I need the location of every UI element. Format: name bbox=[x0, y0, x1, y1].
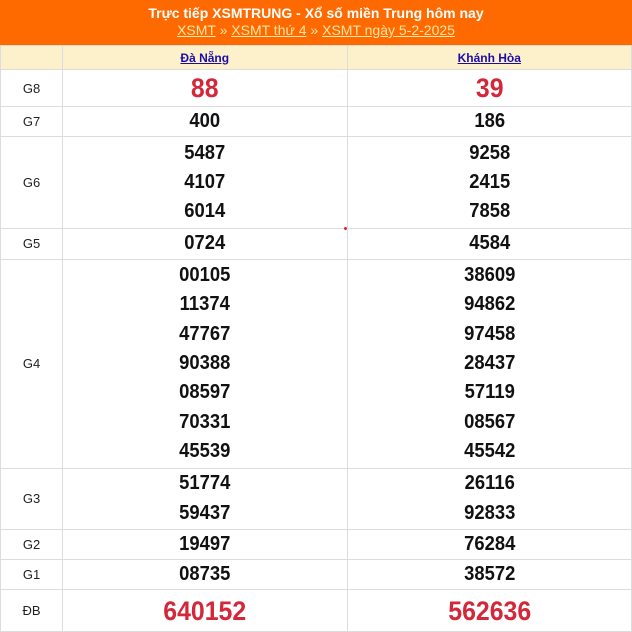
prize-label: ĐB bbox=[0, 589, 63, 632]
prize-number: 08735 bbox=[179, 562, 231, 585]
prize-number: 45542 bbox=[463, 439, 515, 462]
breadcrumb-separator: » bbox=[310, 22, 319, 38]
prize-cell: 640152 bbox=[62, 589, 348, 632]
prize-number: 38572 bbox=[463, 562, 515, 585]
results-table: Đà Nẵng Khánh Hòa G8 88 39 G7 400 186 G6 5487 41… bbox=[0, 45, 632, 632]
prize-number: 76284 bbox=[463, 532, 515, 555]
prize-label: G7 bbox=[0, 105, 63, 138]
prize-label: G3 bbox=[0, 467, 63, 530]
prize-cell: 38609 94862 97458 28437 57119 08567 45542 bbox=[346, 258, 632, 469]
breadcrumb-xsmt[interactable]: XSMT bbox=[177, 22, 216, 38]
prize-row-g8: G8 88 39 bbox=[0, 69, 632, 107]
prize-row-g4: G4 00105 11374 47767 90388 08597 70331 45539 386… bbox=[0, 258, 632, 469]
prize-number: 6014 bbox=[184, 200, 226, 223]
prize-number: 57119 bbox=[464, 381, 515, 404]
prize-row-g5: G5 0724 4584 bbox=[0, 228, 632, 260]
prize-number: 08567 bbox=[463, 410, 515, 433]
prize-row-g2: G2 19497 76284 bbox=[0, 528, 632, 560]
prize-cell: 562636 bbox=[346, 589, 632, 632]
red-dot-marker bbox=[344, 227, 347, 230]
column-da-nang: Đà Nẵng bbox=[62, 45, 348, 70]
breadcrumb-xsmt-date[interactable]: XSMT ngày 5-2-2025 bbox=[322, 22, 455, 38]
prize-number: 59437 bbox=[179, 501, 231, 524]
prize-number: 26116 bbox=[464, 472, 515, 495]
prize-label: G4 bbox=[0, 258, 63, 469]
prize-label: G1 bbox=[0, 558, 63, 591]
prize-number: 562636 bbox=[447, 595, 531, 626]
prize-number: 2415 bbox=[468, 171, 510, 194]
prize-number: 51774 bbox=[179, 472, 231, 495]
prize-cell: 08735 bbox=[62, 558, 348, 591]
prize-cell: 39 bbox=[346, 69, 632, 107]
prize-row-g7: G7 400 186 bbox=[0, 105, 632, 138]
prize-number: 19497 bbox=[179, 532, 231, 555]
prize-number: 640152 bbox=[163, 595, 247, 626]
prize-label: G8 bbox=[0, 69, 63, 107]
prize-number: 7858 bbox=[468, 200, 510, 223]
prize-label: G6 bbox=[0, 136, 63, 230]
province-link-khanh-hoa[interactable]: Khánh Hòa bbox=[457, 50, 521, 65]
breadcrumb: XSMT » XSMT thứ 4 » XSMT ngày 5-2-2025 bbox=[0, 22, 632, 39]
prize-cell: 51774 59437 bbox=[62, 467, 348, 530]
prize-cell: 0724 bbox=[62, 228, 348, 260]
prize-number: 94862 bbox=[463, 293, 515, 316]
prize-number: 08597 bbox=[179, 381, 231, 404]
page-header: Trực tiếp XSMTRUNG - Xổ số miền Trung hô… bbox=[0, 0, 632, 45]
prize-number: 11374 bbox=[179, 293, 230, 316]
prize-number: 70331 bbox=[179, 410, 231, 433]
prize-cell: 88 bbox=[62, 69, 348, 107]
prize-number: 186 bbox=[473, 110, 505, 132]
empty-header-cell bbox=[0, 45, 63, 70]
prize-number: 4107 bbox=[184, 171, 226, 194]
prize-cell: 76284 bbox=[346, 528, 632, 560]
prize-number: 9258 bbox=[468, 141, 510, 164]
prize-number: 5487 bbox=[184, 141, 226, 164]
prize-number: 88 bbox=[190, 73, 219, 103]
column-header-row: Đà Nẵng Khánh Hòa bbox=[0, 45, 632, 70]
prize-number: 00105 bbox=[179, 264, 231, 287]
breadcrumb-xsmt-thu-4[interactable]: XSMT thứ 4 bbox=[231, 22, 307, 38]
prize-number: 400 bbox=[189, 110, 221, 132]
prize-cell: 186 bbox=[346, 105, 632, 138]
prize-row-g3: G3 51774 59437 26116 92833 bbox=[0, 467, 632, 530]
prize-number: 28437 bbox=[463, 351, 515, 374]
prize-row-đb: ĐB 640152 562636 bbox=[0, 589, 632, 632]
prize-number: 38609 bbox=[463, 264, 515, 287]
prize-cell: 400 bbox=[62, 105, 348, 138]
prize-cell: 26116 92833 bbox=[346, 467, 632, 530]
prize-number: 39 bbox=[475, 73, 504, 103]
column-khanh-hoa: Khánh Hòa bbox=[346, 45, 632, 70]
prize-cell: 00105 11374 47767 90388 08597 70331 45539 bbox=[62, 258, 348, 469]
prize-cell: 19497 bbox=[62, 528, 348, 560]
prize-number: 45539 bbox=[179, 439, 231, 462]
prize-cell: 4584 bbox=[346, 228, 632, 260]
prize-number: 47767 bbox=[179, 322, 231, 345]
prize-label: G5 bbox=[0, 228, 63, 260]
prize-label: G2 bbox=[0, 528, 63, 560]
prize-cell: 5487 4107 6014 bbox=[62, 136, 348, 230]
breadcrumb-separator: » bbox=[219, 22, 228, 38]
prize-number: 4584 bbox=[468, 232, 510, 255]
province-link-da-nang[interactable]: Đà Nẵng bbox=[180, 50, 230, 65]
prize-cell: 9258 2415 7858 bbox=[346, 136, 632, 230]
page-title: Trực tiếp XSMTRUNG - Xổ số miền Trung hô… bbox=[148, 5, 484, 21]
prize-cell: 38572 bbox=[346, 558, 632, 591]
prize-row-g6: G6 5487 4107 6014 9258 2415 7858 bbox=[0, 136, 632, 230]
prize-row-g1: G1 08735 38572 bbox=[0, 558, 632, 591]
prize-number: 92833 bbox=[463, 501, 515, 524]
prize-number: 0724 bbox=[184, 232, 226, 255]
prize-number: 97458 bbox=[463, 322, 515, 345]
prize-number: 90388 bbox=[179, 351, 231, 374]
